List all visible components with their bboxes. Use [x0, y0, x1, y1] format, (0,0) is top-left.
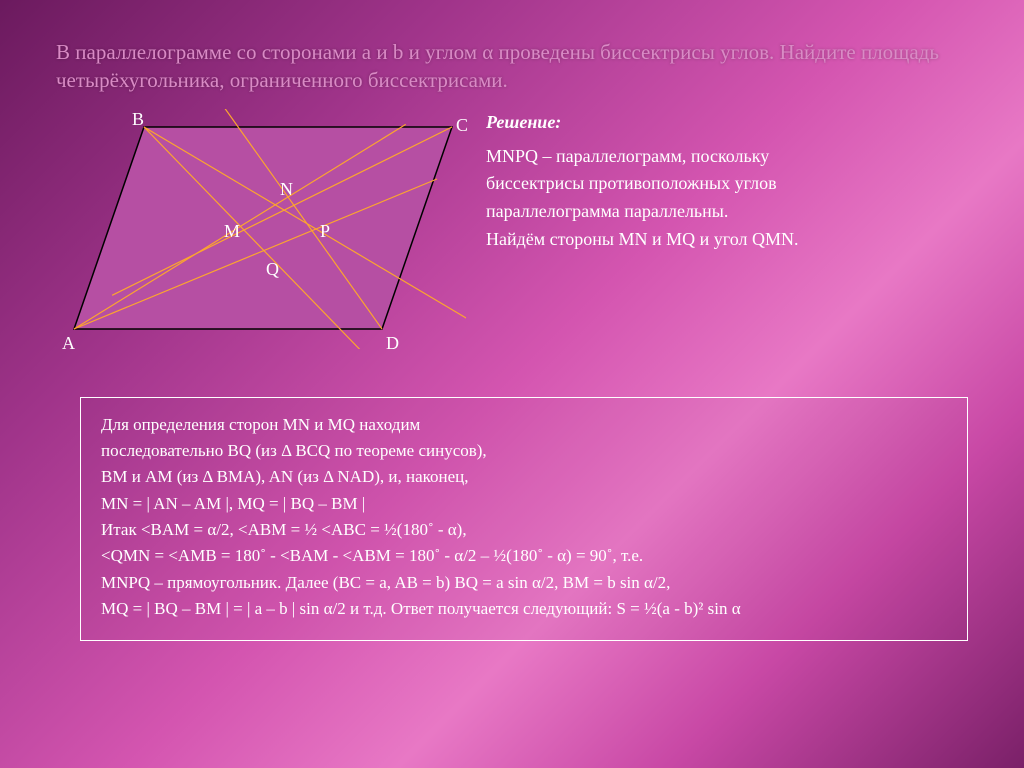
box-line: MQ = | BQ – BM | = | a – b | sin α/2 и т… [101, 596, 947, 622]
solution-heading: Решение: [486, 109, 968, 137]
solution-line: MNPQ – параллелограмм, поскольку [486, 143, 968, 171]
label-A: A [62, 333, 75, 354]
box-line: Для определения сторон MN и MQ находим [101, 412, 947, 438]
box-line: BM и AM (из Δ BMA), AN (из Δ NAD), и, на… [101, 464, 947, 490]
box-line: Итак <BAM = α/2, <ABM = ½ <ABC = ½(180˚ … [101, 517, 947, 543]
geometry-diagram: A B C D M N P Q [56, 109, 466, 349]
label-Q: Q [266, 259, 279, 280]
box-line: последовательно BQ (из Δ BCQ по теореме … [101, 438, 947, 464]
solution-line: Найдём стороны MN и MQ и угол QMN. [486, 226, 968, 254]
box-line: MNPQ – прямоугольник. Далее (BC = a, AB … [101, 570, 947, 596]
label-B: B [132, 109, 144, 130]
label-C: C [456, 115, 468, 136]
label-N: N [280, 179, 293, 200]
derivation-box: Для определения сторон MN и MQ находим п… [80, 397, 968, 642]
solution-line: биссектрисы противоположных углов [486, 170, 968, 198]
label-P: P [320, 221, 330, 242]
label-M: M [224, 221, 240, 242]
box-line: MN = | AN – AM |, MQ = | BQ – BM | [101, 491, 947, 517]
label-D: D [386, 333, 399, 354]
box-line: <QMN = <AMB = 180˚ - <BAM - <ABM = 180˚ … [101, 543, 947, 569]
solution-line: параллелограмма параллельны. [486, 198, 968, 226]
solution-block: Решение: MNPQ – параллелограмм, поскольк… [486, 109, 968, 254]
slide-title: В параллелограмме со сторонами a и b и у… [56, 38, 968, 95]
